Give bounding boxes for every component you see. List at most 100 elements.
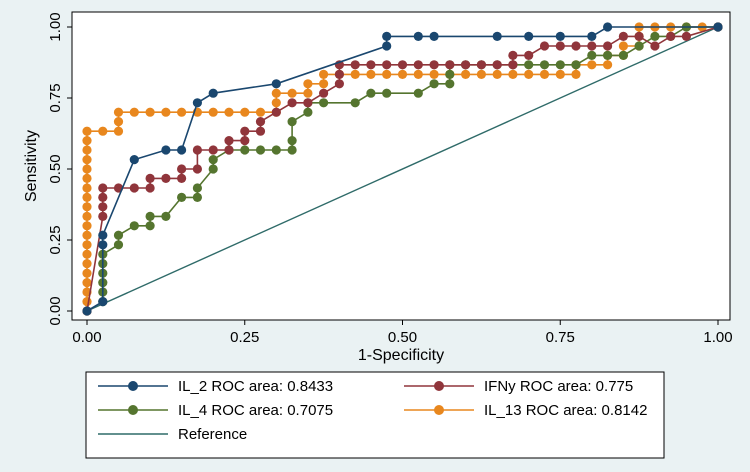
data-point xyxy=(476,60,486,70)
data-point xyxy=(98,230,108,240)
legend-item: IL_13 ROC area: 0.8142 xyxy=(404,402,647,419)
data-point xyxy=(618,50,629,61)
x-tick-label: 0.75 xyxy=(546,329,575,346)
data-point xyxy=(524,69,534,79)
data-point xyxy=(208,107,218,117)
data-point xyxy=(271,88,281,98)
y-axis-title: Sensitivity xyxy=(23,130,40,202)
data-point xyxy=(255,117,266,127)
legend-box xyxy=(85,371,665,459)
data-point xyxy=(192,183,202,193)
data-point xyxy=(177,173,187,183)
data-point xyxy=(129,221,139,231)
legend-label: IL_4 ROC area: 0.7075 xyxy=(178,402,333,419)
data-point xyxy=(681,31,692,41)
data-point xyxy=(255,107,266,117)
legend-swatch-marker xyxy=(434,405,444,415)
data-point xyxy=(319,69,329,79)
data-point xyxy=(113,107,124,117)
data-point xyxy=(461,69,471,79)
data-point xyxy=(382,88,392,98)
data-point xyxy=(524,50,534,61)
data-point xyxy=(224,145,234,155)
x-tick-label: 1.00 xyxy=(703,329,732,346)
data-point xyxy=(82,192,92,202)
x-tick-label: 0.25 xyxy=(230,329,259,346)
data-point xyxy=(161,173,171,183)
data-point xyxy=(571,60,581,70)
data-point xyxy=(508,69,518,79)
data-point xyxy=(555,60,565,70)
data-point xyxy=(445,69,455,79)
data-point xyxy=(303,98,313,108)
data-point xyxy=(177,107,187,117)
data-point xyxy=(208,164,218,174)
data-point xyxy=(492,60,502,70)
data-point xyxy=(129,155,139,165)
data-point xyxy=(82,183,92,193)
x-axis-title: 1-Specificity xyxy=(358,347,444,364)
series-reference xyxy=(86,26,719,312)
y-tick-label: 0.25 xyxy=(47,225,64,254)
series-line xyxy=(86,26,718,312)
data-point xyxy=(445,60,455,70)
data-point xyxy=(129,107,139,117)
y-tick-label: 0.50 xyxy=(47,154,64,183)
y-tick-label: 0.00 xyxy=(47,296,64,325)
data-point xyxy=(255,145,266,155)
data-point xyxy=(129,183,139,193)
x-tick-label: 0.00 xyxy=(72,329,101,346)
data-point xyxy=(82,297,92,307)
data-point xyxy=(82,211,92,221)
data-point xyxy=(82,306,92,316)
data-point xyxy=(113,126,124,136)
data-point xyxy=(303,107,313,117)
data-point xyxy=(350,98,360,108)
legend-item: IL_4 ROC area: 0.7075 xyxy=(98,402,333,419)
data-point xyxy=(382,69,392,79)
data-point xyxy=(429,31,439,41)
data-point xyxy=(634,41,644,51)
data-point xyxy=(287,117,297,127)
data-point xyxy=(319,79,329,89)
data-point xyxy=(603,22,613,32)
data-point xyxy=(240,107,250,117)
data-point xyxy=(382,41,392,51)
data-point xyxy=(429,69,439,79)
data-point xyxy=(366,60,376,70)
axes: 0.00 0.25 0.50 0.75 1.00 0.00 0.25 0.50 0.75 1.00 xyxy=(47,12,733,346)
data-point xyxy=(82,126,92,136)
data-point xyxy=(618,41,629,51)
data-point xyxy=(334,79,344,89)
data-point xyxy=(82,249,92,259)
data-point xyxy=(192,145,202,155)
x-tick-label: 0.50 xyxy=(388,329,417,346)
data-point xyxy=(82,202,92,212)
data-point xyxy=(98,297,108,307)
legend-label: IL_13 ROC area: 0.8142 xyxy=(484,402,647,419)
data-point xyxy=(508,60,518,70)
data-point xyxy=(98,192,108,202)
legend-label: IL_2 ROC area: 0.8433 xyxy=(178,378,333,395)
legend-item: IFNy ROC area: 0.775 xyxy=(404,378,633,395)
legend-label: Reference xyxy=(178,426,247,443)
data-point xyxy=(208,88,218,98)
data-point xyxy=(287,98,297,108)
data-point xyxy=(524,31,534,41)
data-point xyxy=(161,145,171,155)
data-point xyxy=(476,69,486,79)
series-line xyxy=(86,26,719,312)
data-point xyxy=(603,50,613,61)
legend-item: Reference xyxy=(98,426,247,443)
data-point xyxy=(208,155,218,165)
data-point xyxy=(82,259,92,269)
data-point xyxy=(192,192,202,202)
data-point xyxy=(82,155,92,165)
data-point xyxy=(82,145,92,155)
data-point xyxy=(145,183,155,193)
data-point xyxy=(161,107,171,117)
data-point xyxy=(397,60,408,70)
data-point xyxy=(98,211,108,221)
series-il-2 xyxy=(82,22,723,316)
data-point xyxy=(82,240,92,250)
